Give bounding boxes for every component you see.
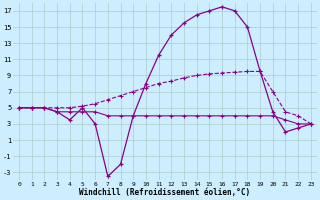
X-axis label: Windchill (Refroidissement éolien,°C): Windchill (Refroidissement éolien,°C)	[79, 188, 251, 197]
